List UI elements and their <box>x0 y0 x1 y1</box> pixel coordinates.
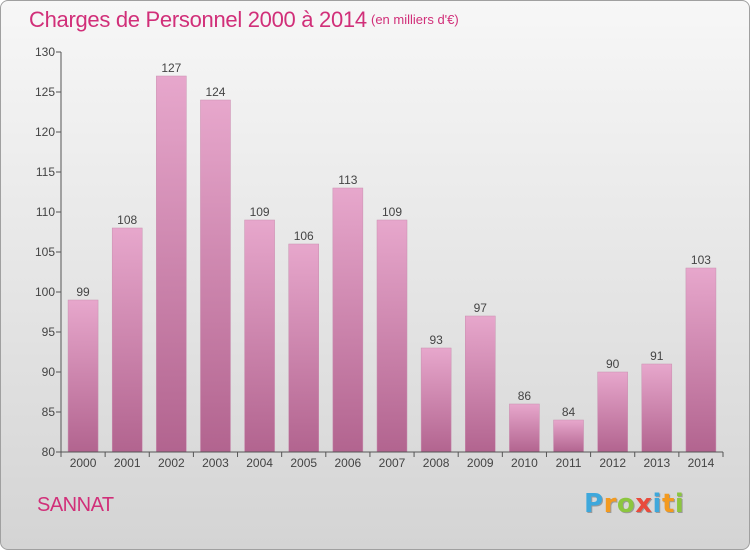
bar-value-label: 124 <box>205 85 225 99</box>
bar-value-label: 109 <box>382 205 402 219</box>
bar-2008 <box>420 347 452 453</box>
bar-value-label: 99 <box>76 285 90 299</box>
chart-subtitle: (en milliers d'€) <box>371 12 459 27</box>
logo-letter: i <box>674 489 685 519</box>
bar-2009 <box>465 315 496 453</box>
proxiti-logo[interactable]: Proxiti <box>584 489 684 519</box>
bar-value-label: 86 <box>518 389 532 403</box>
x-tick-label: 2007 <box>379 456 406 470</box>
x-axis: 2000 2001 2002 2003 2004 2005 2006 2007 2008 2009… <box>60 451 724 470</box>
x-tick-label: 2004 <box>246 456 273 470</box>
bar-2004 <box>244 219 275 453</box>
bar-value-label: 90 <box>606 357 620 371</box>
bar-2002 <box>156 75 187 453</box>
bar-2001 <box>111 227 143 453</box>
x-tick-label: 2002 <box>158 456 185 470</box>
logo-letter: o <box>616 489 636 519</box>
logo-letter: x <box>635 489 653 519</box>
y-tick-label: 80 <box>42 445 56 459</box>
y-tick-label: 130 <box>35 45 55 59</box>
y-tick-label: 85 <box>42 405 56 419</box>
logo-letter: t <box>661 489 675 519</box>
bar-2005 <box>288 243 319 453</box>
bar-value-label: 103 <box>691 253 711 267</box>
bar-value-label: 106 <box>294 229 314 243</box>
x-tick-label: 2008 <box>423 456 450 470</box>
y-tick-label: 105 <box>35 245 55 259</box>
bar-2012 <box>597 371 628 453</box>
bar-2013 <box>641 363 673 453</box>
bar-2011 <box>553 419 584 453</box>
y-tick-label: 125 <box>35 85 55 99</box>
bar-value-label: 108 <box>117 213 137 227</box>
x-tick-label: 2000 <box>70 456 97 470</box>
logo-letter: P <box>584 489 604 519</box>
y-tick-label: 95 <box>42 325 56 339</box>
x-tick-label: 2014 <box>688 456 715 470</box>
y-tick-label: 100 <box>35 285 55 299</box>
chart-title: Charges de Personnel 2000 à 2014 <box>29 7 367 32</box>
y-tick-label: 110 <box>36 205 55 219</box>
x-tick-label: 2003 <box>202 456 229 470</box>
bar-value-label: 91 <box>650 349 664 363</box>
bar-2014 <box>685 267 717 453</box>
y-tick-label: 115 <box>36 165 55 179</box>
bar-2007 <box>376 219 408 453</box>
bar-value-label: 109 <box>250 205 270 219</box>
bar-2000 <box>67 299 99 453</box>
x-tick-label: 2011 <box>556 456 582 470</box>
bar-2006 <box>332 187 364 453</box>
bar-value-label: 84 <box>562 405 576 419</box>
x-tick-label: 2010 <box>511 456 538 470</box>
x-tick-label: 2006 <box>335 456 362 470</box>
logo-letter: r <box>603 489 617 519</box>
bars: 99 108 127 124 109 106 113 109 93 97 86 84 90 91 103 <box>67 61 717 453</box>
y-axis: 80 85 90 95 100 105 110 115 120 125 130 <box>35 45 62 459</box>
bar-2003 <box>200 99 231 453</box>
x-tick-label: 2013 <box>643 456 670 470</box>
bar-2010 <box>509 403 540 453</box>
x-tick-label: 2009 <box>467 456 494 470</box>
bar-value-label: 93 <box>429 333 443 347</box>
bar-value-label: 113 <box>338 173 357 187</box>
bar-value-label: 97 <box>474 301 488 315</box>
x-tick-label: 2012 <box>599 456 626 470</box>
bar-value-label: 127 <box>161 61 181 75</box>
x-tick-label: 2005 <box>290 456 317 470</box>
y-tick-label: 120 <box>35 125 55 139</box>
logo-letter: i <box>652 489 662 519</box>
commune-name: SANNAT <box>37 494 114 516</box>
x-tick-label: 2001 <box>114 456 141 470</box>
y-tick-label: 90 <box>42 365 56 379</box>
